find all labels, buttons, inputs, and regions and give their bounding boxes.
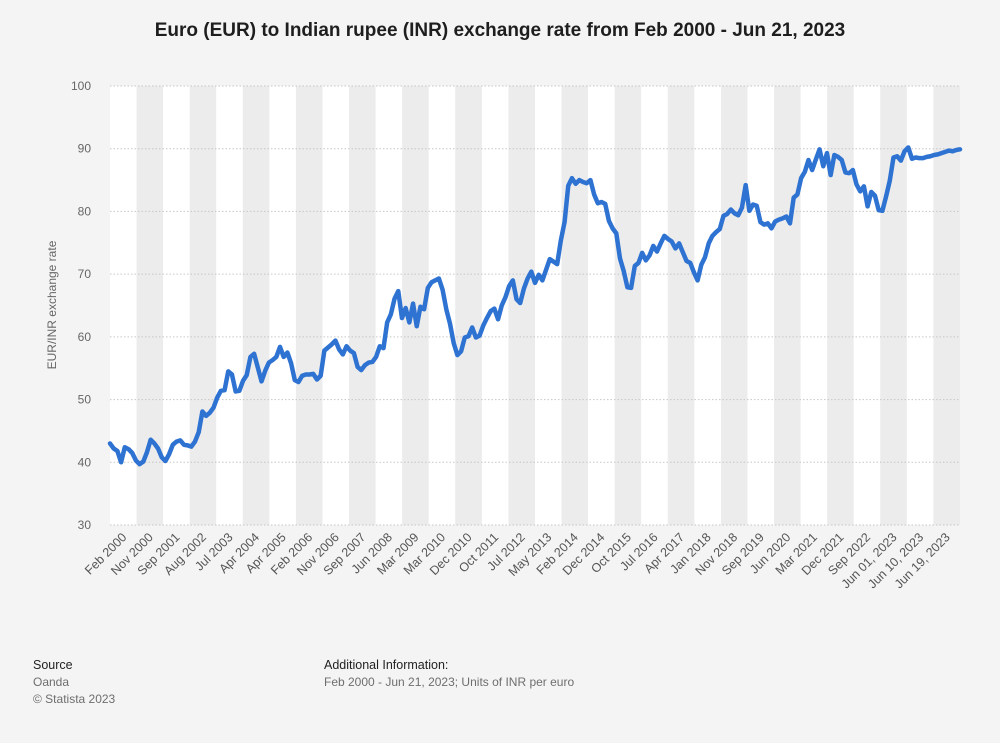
background-band xyxy=(508,86,535,525)
background-band xyxy=(375,86,403,525)
source-name[interactable]: Oanda xyxy=(33,675,70,689)
y-tick-label: 100 xyxy=(71,79,91,93)
y-axis-ticks: 30 40 50 60 70 80 90 100 xyxy=(71,79,91,532)
additional-info-label: Additional Information: xyxy=(324,658,449,672)
background-band xyxy=(614,86,642,525)
background-band xyxy=(242,86,270,525)
background-band xyxy=(349,86,376,525)
y-tick-label: 60 xyxy=(78,330,92,344)
background-band xyxy=(853,86,881,525)
y-tick-label: 90 xyxy=(78,142,92,156)
background-band xyxy=(561,86,589,525)
y-tick-label: 70 xyxy=(78,267,92,281)
background-band xyxy=(216,86,243,525)
background-band xyxy=(269,86,296,525)
background-band xyxy=(800,86,828,525)
y-tick-label: 40 xyxy=(78,455,92,469)
y-axis-label: EUR/INR exchange rate xyxy=(45,240,59,369)
background-band xyxy=(189,86,217,525)
background-band xyxy=(428,86,456,525)
background-band xyxy=(694,86,721,525)
background-band xyxy=(827,86,854,525)
source-block: Source Oanda © Statista 2023 xyxy=(33,657,115,708)
series-line xyxy=(107,145,963,467)
background-band xyxy=(933,86,960,525)
background-band xyxy=(481,86,509,525)
background-band xyxy=(774,86,801,525)
background-band xyxy=(455,86,482,525)
background-band xyxy=(667,86,695,525)
background-band xyxy=(136,86,164,525)
background-band xyxy=(641,86,668,525)
y-tick-label: 30 xyxy=(78,518,92,532)
y-tick-label: 50 xyxy=(78,393,92,407)
background-band xyxy=(322,86,350,525)
background-band xyxy=(747,86,775,525)
additional-info-text: Feb 2000 - Jun 21, 2023; Units of INR pe… xyxy=(324,675,575,689)
background-band xyxy=(588,86,615,525)
background-band xyxy=(535,86,562,525)
chart-title: Euro (EUR) to Indian rupee (INR) exchang… xyxy=(154,20,846,41)
background-band xyxy=(163,86,190,525)
background-band xyxy=(295,86,323,525)
y-tick-label: 80 xyxy=(78,204,92,218)
background-bands xyxy=(110,86,960,525)
copyright[interactable]: © Statista 2023 xyxy=(33,692,116,706)
additional-info-block: Additional Information: Feb 2000 - Jun 2… xyxy=(324,657,574,691)
source-label: Source xyxy=(33,658,73,672)
background-band xyxy=(720,86,748,525)
